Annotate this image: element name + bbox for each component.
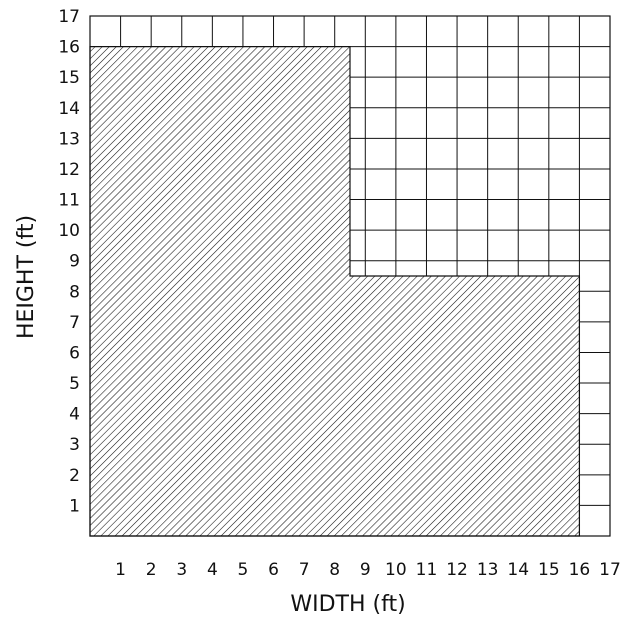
y-tick-label: 16	[58, 38, 80, 58]
y-tick-label: 3	[69, 435, 80, 455]
y-tick-label: 11	[58, 191, 80, 211]
x-tick-label: 15	[538, 560, 560, 580]
x-tick-label: 13	[477, 560, 499, 580]
x-tick-label: 7	[299, 560, 310, 580]
x-tick-label: 17	[599, 560, 621, 580]
x-tick-label: 2	[146, 560, 157, 580]
x-tick-label: 5	[238, 560, 249, 580]
x-tick-label: 4	[207, 560, 218, 580]
x-tick-label: 8	[329, 560, 340, 580]
y-tick-label: 1	[69, 496, 80, 516]
x-axis-label: WIDTH (ft)	[290, 592, 405, 617]
y-tick-label: 12	[58, 160, 80, 180]
x-tick-label: 3	[176, 560, 187, 580]
y-tick-label: 6	[69, 343, 80, 363]
x-tick-label: 6	[268, 560, 279, 580]
y-tick-label: 5	[69, 374, 80, 394]
y-tick-label: 4	[69, 405, 80, 425]
x-tick-label: 12	[446, 560, 468, 580]
x-tick-label: 14	[507, 560, 529, 580]
x-tick-label: 16	[569, 560, 591, 580]
y-tick-label: 9	[69, 252, 80, 272]
y-tick-label: 15	[58, 68, 80, 88]
y-tick-label: 13	[58, 129, 80, 149]
y-tick-label: 14	[58, 99, 80, 119]
y-axis-label: HEIGHT (ft)	[14, 215, 39, 339]
x-tick-label: 11	[416, 560, 438, 580]
y-tick-label: 10	[58, 221, 80, 241]
plot-border	[89, 15, 611, 537]
y-tick-label: 2	[69, 466, 80, 486]
x-tick-label: 10	[385, 560, 407, 580]
x-tick-label: 1	[115, 560, 126, 580]
y-tick-label: 17	[58, 7, 80, 27]
shaded-region	[89, 45, 581, 537]
y-tick-label: 7	[69, 313, 80, 333]
y-tick-label: 8	[69, 282, 80, 302]
x-tick-label: 9	[360, 560, 371, 580]
x-axis-ticks: 1 2 3 4 5 6 7 8 9 10 11 12 13 14 15 16 17	[115, 560, 621, 580]
